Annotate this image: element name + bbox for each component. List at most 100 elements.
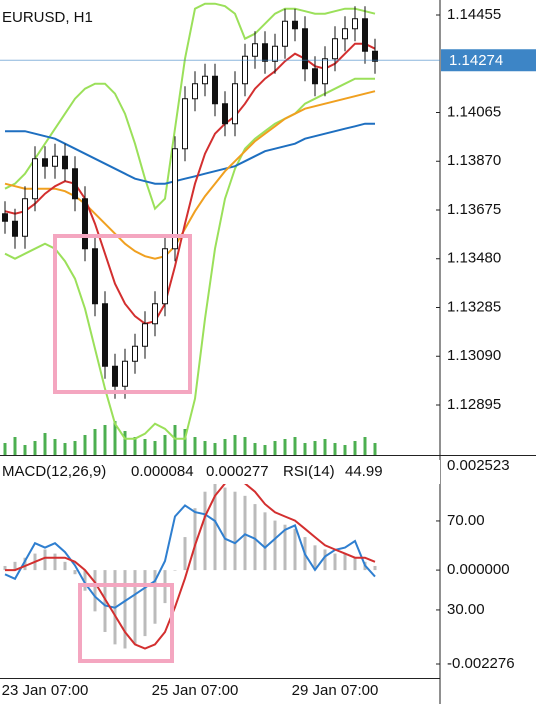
y-tick-label: 0.000000 xyxy=(447,561,510,578)
candle-body xyxy=(162,248,168,305)
x-tick-label: 23 Jan 07:00 xyxy=(2,682,89,699)
candle-body xyxy=(2,213,8,222)
candle-body xyxy=(92,248,98,305)
volume-bar xyxy=(153,441,157,455)
volume-bar xyxy=(253,443,257,455)
macd-histogram-bar xyxy=(343,553,347,571)
volume-bar xyxy=(333,443,337,455)
highlight-box xyxy=(78,583,174,663)
candle-body xyxy=(152,303,158,325)
candle-body xyxy=(122,360,128,387)
candle-body xyxy=(292,20,298,30)
volume-bar xyxy=(193,437,197,455)
rsi-value: 44.99 xyxy=(345,463,383,480)
volume-bar xyxy=(123,431,127,455)
macd-histogram-bar xyxy=(233,491,237,571)
signal-value: 0.000277 xyxy=(206,463,269,480)
candle-body xyxy=(362,18,368,52)
macd-histogram-bar xyxy=(213,483,217,571)
volume-bar xyxy=(83,435,87,455)
candle-body xyxy=(282,20,288,47)
macd-histogram-bar xyxy=(223,487,227,571)
candle-body xyxy=(232,83,238,125)
macd-histogram-bar xyxy=(63,561,67,571)
macd-histogram-bar xyxy=(73,570,77,575)
macd-histogram-bar xyxy=(83,570,87,591)
y-tick-label: 1.12895 xyxy=(447,396,501,413)
macd-histogram-bar xyxy=(193,508,197,571)
indicator-header-bg xyxy=(0,460,440,484)
volume-bar xyxy=(373,443,377,455)
candle-body xyxy=(62,155,68,170)
volume-bar xyxy=(113,421,117,455)
volume-bar xyxy=(263,445,267,455)
macd-histogram-bar xyxy=(323,549,327,571)
macd-histogram-bar xyxy=(313,545,317,571)
macd-value: 0.000084 xyxy=(131,463,194,480)
macd-histogram-bar xyxy=(13,561,17,571)
macd-histogram-bar xyxy=(183,537,187,571)
rsi-line xyxy=(4,504,376,609)
volume-bar xyxy=(323,439,327,455)
volume-bar xyxy=(163,435,167,455)
macd-histogram-bar xyxy=(93,570,97,612)
volume-bar xyxy=(33,441,37,455)
chart-title: EURUSD, H1 xyxy=(2,9,93,26)
volume-bar xyxy=(303,443,307,455)
y2-tick-label: 30.00 xyxy=(447,601,485,618)
macd-histogram-bar xyxy=(273,520,277,571)
volume-bar xyxy=(143,439,147,455)
volume-bar xyxy=(13,437,17,455)
candle-body xyxy=(52,155,58,167)
volume-bar xyxy=(43,433,47,455)
macd-histogram-bar xyxy=(133,570,137,645)
y-tick-label: 1.13480 xyxy=(447,250,501,267)
volume-bar xyxy=(73,441,77,455)
y-tick-label: 1.13675 xyxy=(447,201,501,218)
macd-histogram-bar xyxy=(43,549,47,571)
volume-bar xyxy=(3,443,7,455)
macd-histogram-bar xyxy=(23,557,27,571)
candle-body xyxy=(32,158,38,200)
candle-body xyxy=(202,75,208,85)
y-tick-label: -0.002276 xyxy=(447,655,515,672)
indicator-line xyxy=(4,42,376,325)
macd-histogram-bar xyxy=(373,565,377,571)
candle-body xyxy=(242,55,248,85)
candle-body xyxy=(22,198,28,237)
candle-body xyxy=(82,198,88,250)
macd-histogram-bar xyxy=(143,570,147,637)
candle-body xyxy=(352,18,358,30)
volume-bar xyxy=(173,425,177,455)
macd-histogram-bar xyxy=(333,553,337,571)
candle-body xyxy=(372,50,378,62)
macd-histogram-bar xyxy=(103,570,107,632)
y-tick-label: 1.14455 xyxy=(447,6,501,23)
volume-bar xyxy=(133,437,137,455)
candle-body xyxy=(142,323,148,347)
macd-title: MACD(12,26,9) xyxy=(2,463,106,480)
highlight-box xyxy=(53,234,192,394)
macd-histogram-bar xyxy=(173,570,177,571)
indicator-line xyxy=(4,90,376,260)
candle-body xyxy=(192,83,198,100)
candle-body xyxy=(302,28,308,70)
volume-bar xyxy=(223,439,227,455)
candle-body xyxy=(212,75,218,105)
volume-bar xyxy=(53,439,57,455)
volume-bar xyxy=(283,439,287,455)
macd-histogram-bar xyxy=(123,570,127,649)
candle-body xyxy=(42,158,48,167)
y-tick-label: 1.13090 xyxy=(447,347,501,364)
volume-bar xyxy=(203,441,207,455)
candle-body xyxy=(72,168,78,200)
volume-bar xyxy=(313,441,317,455)
volume-bar xyxy=(23,445,27,455)
y-tick-label: 1.14065 xyxy=(447,103,501,120)
candle-body xyxy=(262,43,268,62)
volume-bar xyxy=(103,425,107,455)
volume-bar xyxy=(183,429,187,455)
volume-bar xyxy=(213,443,217,455)
